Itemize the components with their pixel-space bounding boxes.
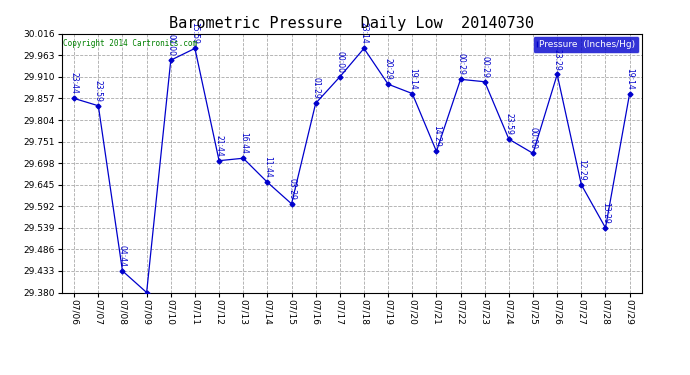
Text: 19:14: 19:14 — [625, 68, 634, 89]
Text: 23:14: 23:14 — [359, 22, 368, 44]
Text: Copyright 2014 Cartronics.com: Copyright 2014 Cartronics.com — [63, 39, 197, 48]
Text: 13:29: 13:29 — [601, 202, 610, 223]
Text: 23:29: 23:29 — [553, 48, 562, 70]
Legend: Pressure  (Inches/Hg): Pressure (Inches/Hg) — [533, 36, 639, 52]
Text: 00:00: 00:00 — [529, 127, 538, 149]
Text: 00:29: 00:29 — [480, 56, 489, 78]
Text: 23:44: 23:44 — [70, 72, 79, 94]
Title: Barometric Pressure  Daily Low  20140730: Barometric Pressure Daily Low 20140730 — [170, 16, 534, 31]
Text: 14:29: 14:29 — [432, 125, 441, 147]
Text: 03:29: 03:29 — [287, 178, 296, 200]
Text: 01:29: 01:29 — [311, 77, 320, 99]
Text: 12:29: 12:29 — [577, 159, 586, 180]
Text: 23:59: 23:59 — [94, 80, 103, 102]
Text: 00:29: 00:29 — [456, 53, 465, 75]
Text: 04:44: 04:44 — [118, 245, 127, 267]
Text: 19:14: 19:14 — [408, 68, 417, 89]
Text: 21:44: 21:44 — [215, 135, 224, 156]
Text: 15:59: 15:59 — [190, 22, 199, 44]
Text: 00:00: 00:00 — [335, 51, 344, 73]
Text: 23:59: 23:59 — [504, 113, 513, 135]
Text: 20:29: 20:29 — [384, 58, 393, 80]
Text: 11:44: 11:44 — [263, 156, 272, 178]
Text: 00:00: 00:00 — [166, 34, 175, 56]
Text: 16:44: 16:44 — [239, 132, 248, 154]
